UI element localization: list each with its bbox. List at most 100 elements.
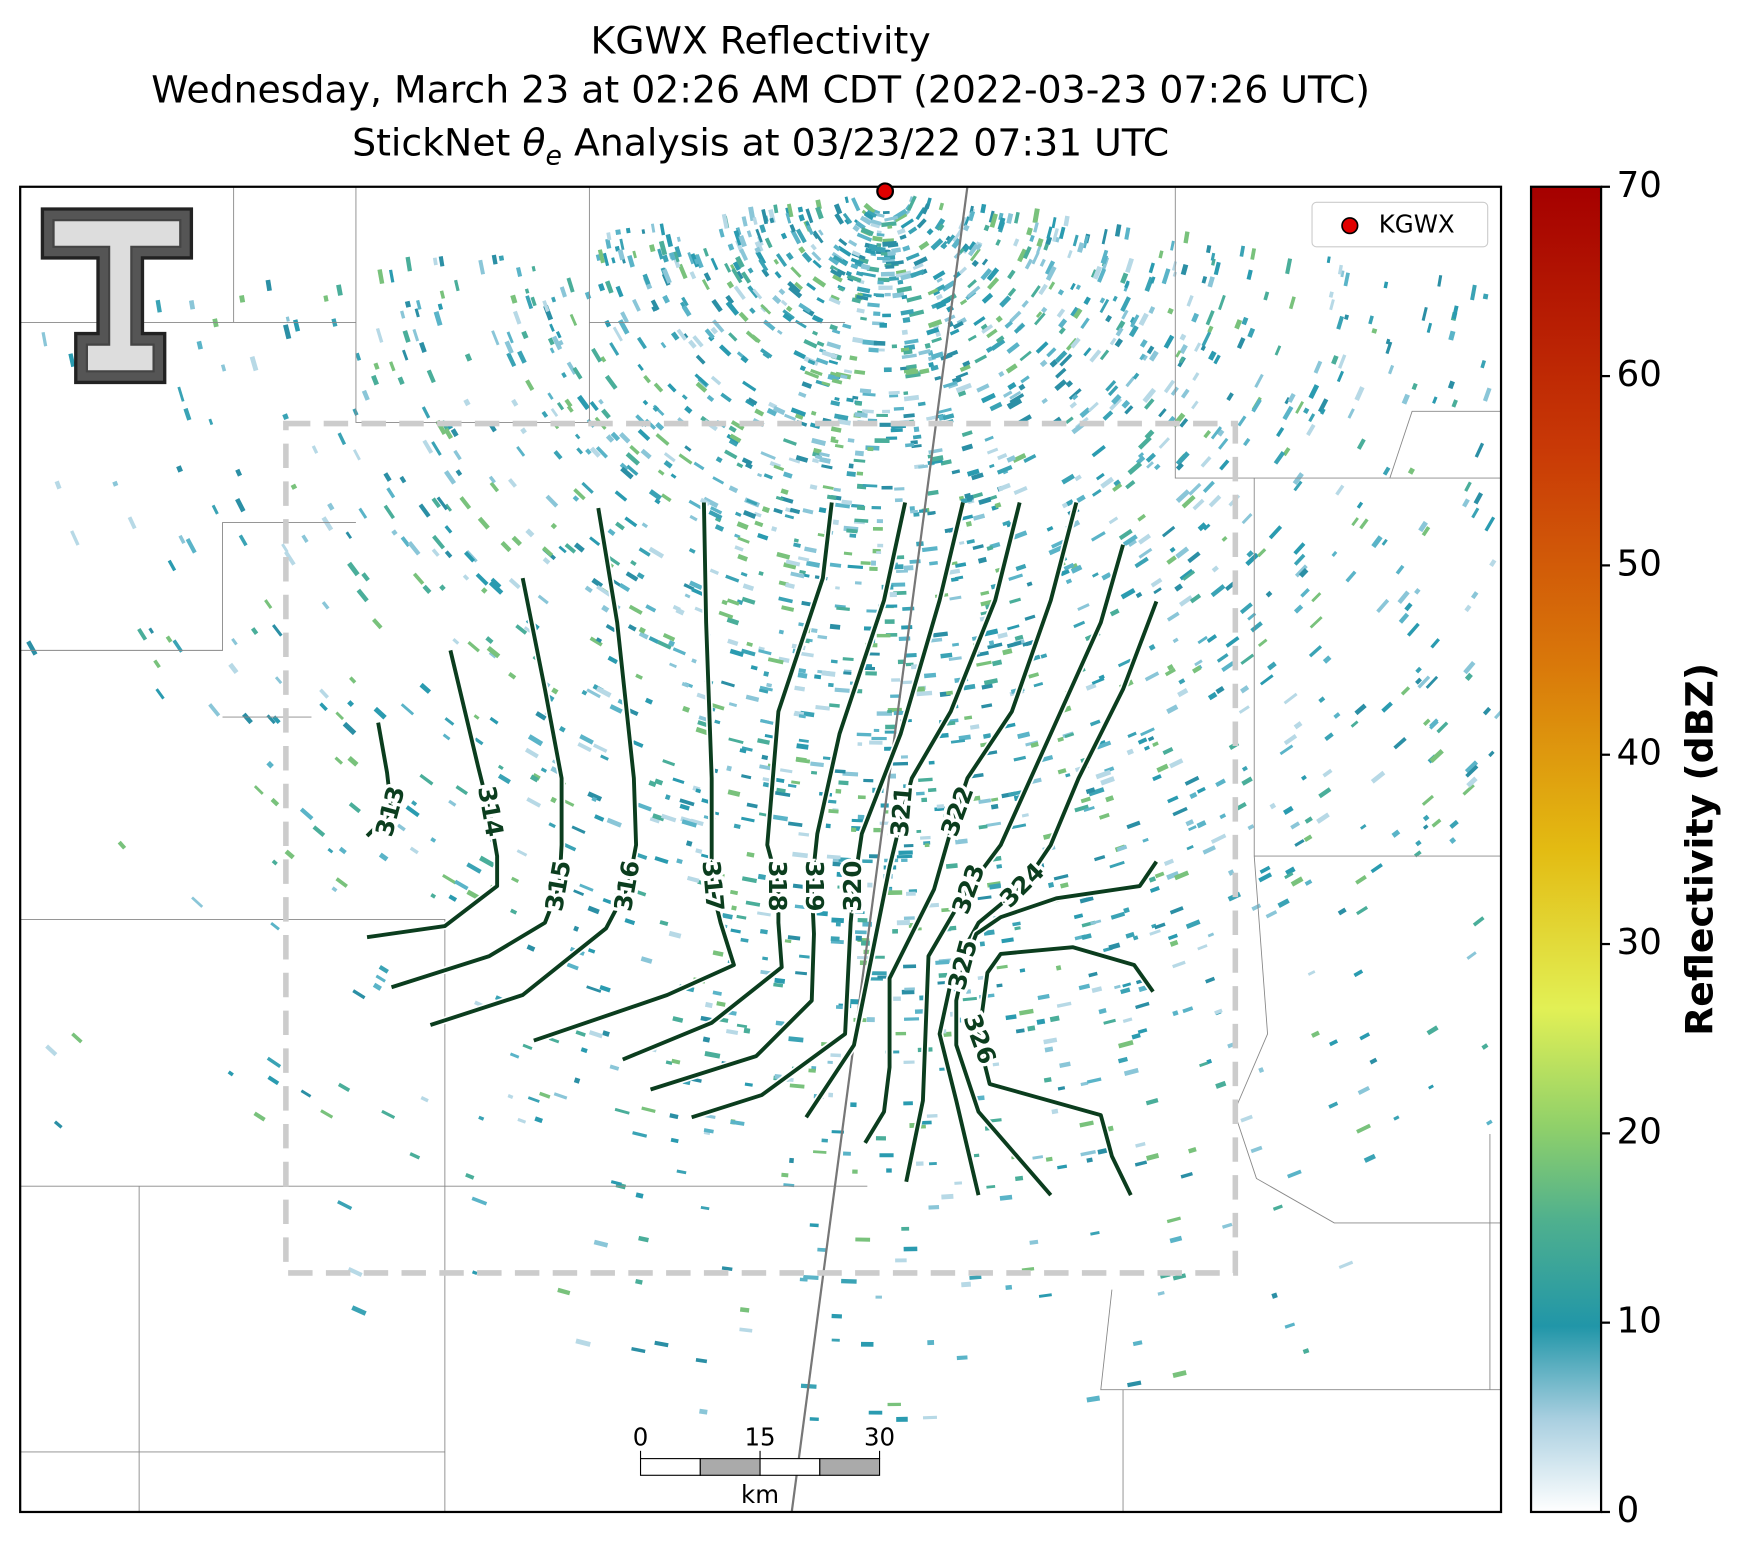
- scale-segment: [639, 1458, 701, 1476]
- echo: [466, 862, 482, 874]
- echo: [652, 405, 660, 412]
- echo: [747, 397, 758, 406]
- echo: [1144, 429, 1155, 440]
- echo: [617, 249, 625, 261]
- echo: [409, 846, 419, 855]
- echo: [753, 511, 762, 518]
- echo: [704, 1001, 713, 1009]
- echo: [997, 452, 1008, 461]
- echo: [721, 213, 729, 229]
- echo: [336, 284, 343, 296]
- echo: [826, 341, 842, 350]
- echo: [300, 1089, 312, 1098]
- echo: [516, 849, 528, 857]
- echo: [1236, 337, 1246, 349]
- echo: [740, 355, 749, 364]
- echo: [399, 475, 407, 484]
- echo: [795, 971, 808, 976]
- echo: [615, 521, 625, 531]
- echo: [1370, 770, 1386, 784]
- echo: [1124, 280, 1130, 289]
- echo: [1290, 821, 1301, 830]
- echo: [989, 883, 1002, 890]
- echo: [1154, 871, 1165, 879]
- colorbar-tick-label: 10: [1617, 1301, 1662, 1342]
- echo: [759, 224, 767, 234]
- echo: [1357, 1086, 1371, 1095]
- echo: [1347, 408, 1355, 419]
- echo: [830, 371, 839, 377]
- echo: [887, 890, 903, 896]
- echo: [779, 768, 793, 774]
- echo: [645, 604, 657, 613]
- echo: [265, 279, 272, 292]
- echo: [584, 585, 593, 594]
- echo: [1163, 379, 1176, 394]
- echo: [758, 258, 769, 272]
- echo: [797, 672, 808, 679]
- echo: [605, 280, 614, 294]
- colorbar: [1529, 185, 1603, 1514]
- echo: [978, 496, 992, 506]
- echo: [1086, 1395, 1101, 1403]
- echo: [835, 1005, 844, 1010]
- echo: [1079, 895, 1094, 904]
- echo: [1417, 675, 1431, 689]
- echo: [614, 1107, 630, 1115]
- echo: [430, 837, 437, 843]
- echo: [967, 241, 977, 251]
- echo: [1064, 732, 1075, 739]
- echo: [784, 514, 795, 520]
- echo: [825, 823, 831, 829]
- echo: [1185, 819, 1195, 827]
- echo: [1213, 354, 1221, 365]
- echo: [1063, 562, 1075, 571]
- echo: [1056, 1001, 1072, 1008]
- echo: [1058, 327, 1066, 335]
- echo: [1283, 734, 1298, 746]
- echo: [1202, 845, 1216, 855]
- echo: [589, 446, 601, 458]
- echo: [1283, 692, 1298, 705]
- echo: [274, 676, 283, 685]
- echo: [1069, 401, 1078, 409]
- echo: [965, 989, 972, 994]
- echo: [1083, 296, 1091, 305]
- echo: [491, 254, 498, 265]
- echo: [1096, 740, 1112, 750]
- echo: [688, 339, 697, 349]
- echo: [681, 681, 690, 688]
- echo: [867, 652, 880, 656]
- echo: [1054, 350, 1068, 363]
- echo: [551, 687, 559, 695]
- echo: [782, 312, 793, 323]
- echo: [510, 294, 518, 304]
- echo: [598, 398, 604, 405]
- echo: [606, 232, 612, 241]
- echo: [1013, 322, 1026, 334]
- contour-line: [904, 544, 1125, 1183]
- echo: [1395, 564, 1405, 575]
- echo: [796, 743, 809, 750]
- echo: [249, 356, 259, 372]
- echo: [1225, 636, 1240, 648]
- echo: [550, 796, 557, 804]
- echo: [1112, 295, 1118, 302]
- echo: [1421, 794, 1434, 806]
- echo: [737, 553, 748, 562]
- echo: [378, 852, 389, 862]
- echo: [745, 462, 753, 470]
- echo: [756, 472, 763, 478]
- echo: [1268, 525, 1283, 540]
- echo: [1137, 452, 1145, 459]
- echo: [530, 296, 537, 307]
- echo: [637, 802, 652, 812]
- echo: [1207, 276, 1215, 288]
- echo: [1116, 844, 1128, 852]
- echo: [1090, 531, 1106, 542]
- echo: [981, 292, 994, 304]
- echo: [573, 889, 585, 897]
- echo: [1355, 875, 1367, 885]
- echo: [851, 827, 857, 833]
- echo: [945, 235, 951, 242]
